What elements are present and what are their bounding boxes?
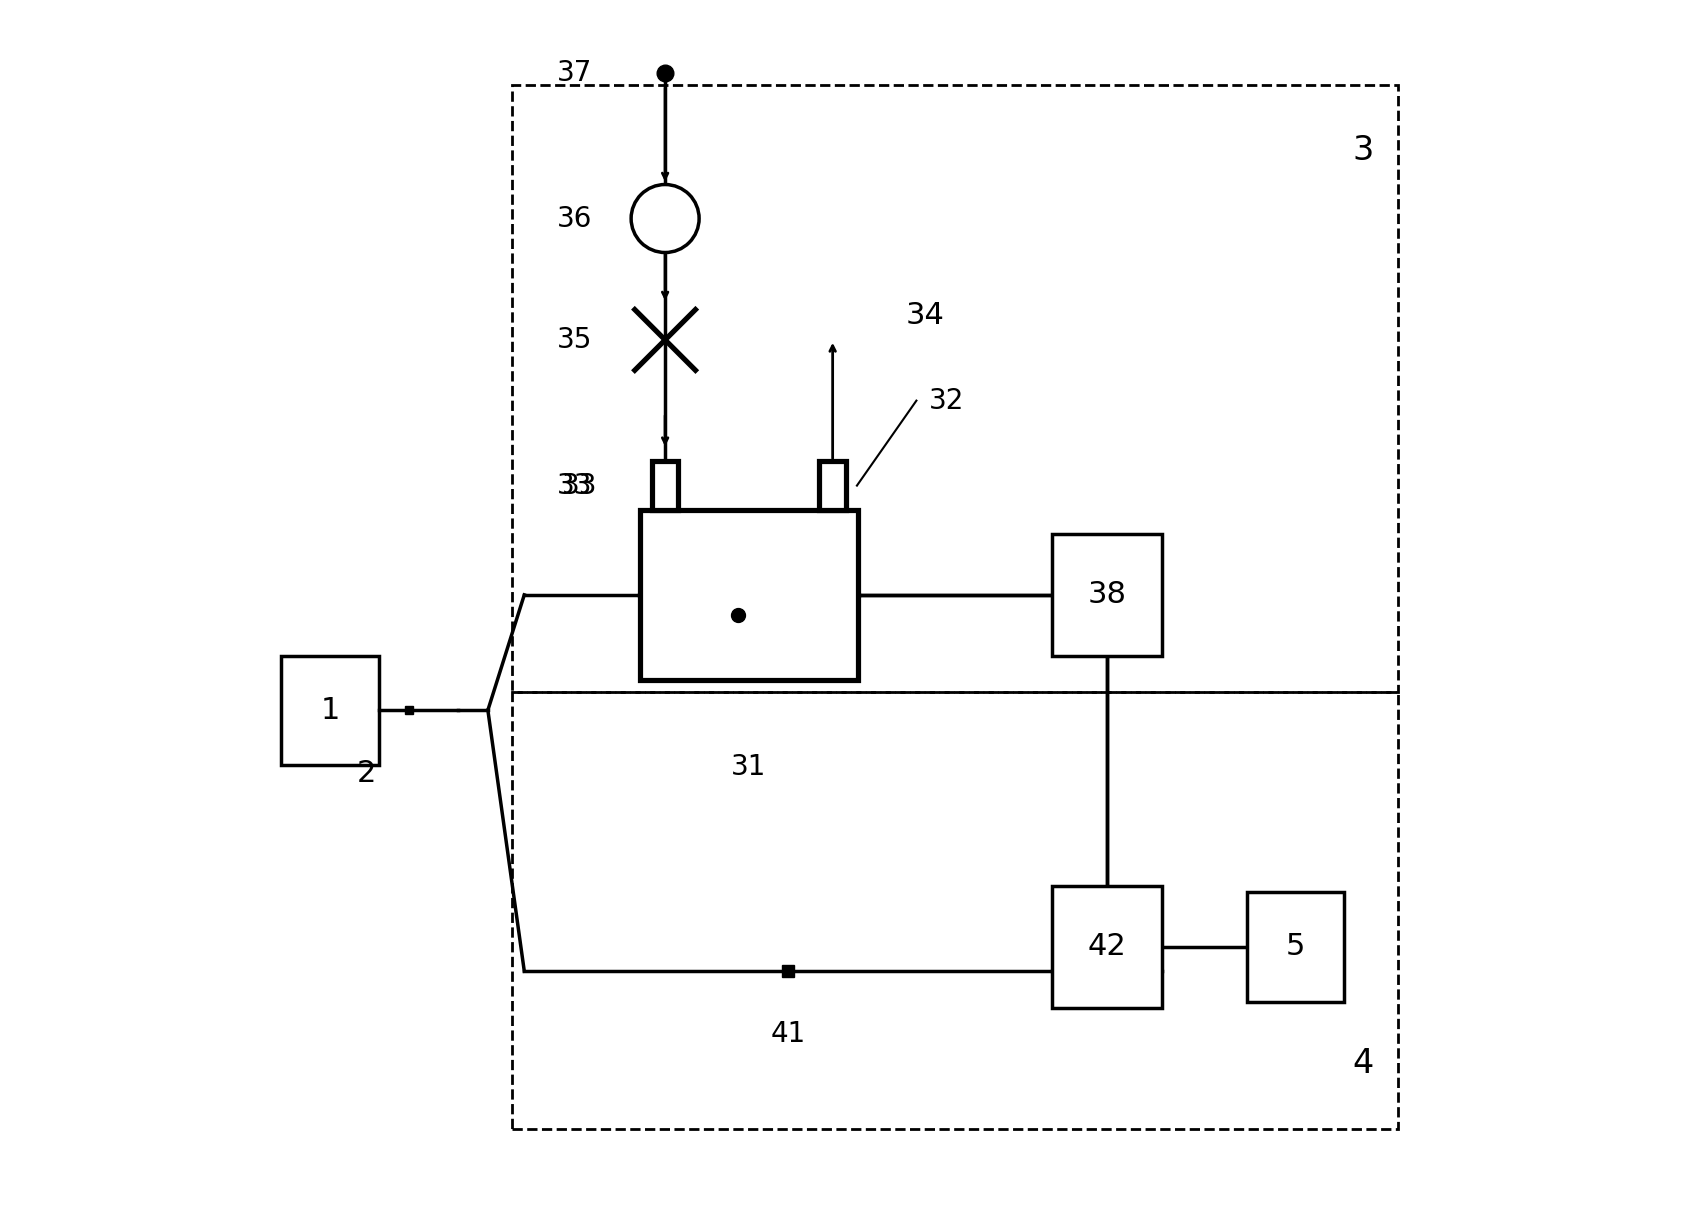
Bar [281, 656, 379, 765]
Text: 35: 35 [557, 325, 592, 354]
Text: 33: 33 [557, 471, 592, 500]
Text: 34: 34 [905, 301, 944, 330]
Text: 31: 31 [731, 753, 766, 781]
Text: 32: 32 [929, 386, 964, 415]
Circle shape [631, 185, 699, 253]
Bar [513, 85, 1398, 692]
Bar [1052, 534, 1162, 656]
Text: 1: 1 [320, 696, 340, 725]
Bar [513, 692, 1398, 1129]
Bar [640, 510, 858, 680]
Text: 36: 36 [557, 204, 592, 233]
Bar [1247, 892, 1343, 1002]
Text: 37: 37 [557, 58, 592, 87]
Text: 4: 4 [1354, 1048, 1374, 1080]
Text: 33: 33 [562, 471, 597, 500]
Text: 3: 3 [1354, 134, 1374, 166]
Bar [819, 461, 846, 510]
Text: 38: 38 [1088, 580, 1127, 609]
Text: 5: 5 [1286, 932, 1305, 961]
Bar [651, 461, 678, 510]
Text: 41: 41 [772, 1020, 805, 1048]
Text: 2: 2 [357, 759, 376, 788]
Text: 42: 42 [1088, 932, 1127, 961]
Bar [1052, 886, 1162, 1008]
